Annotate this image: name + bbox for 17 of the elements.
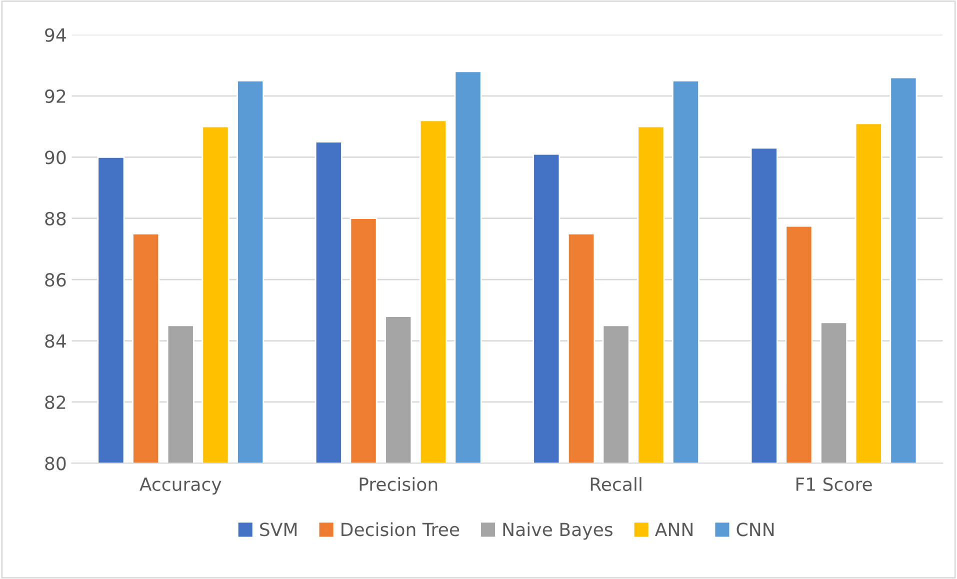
y-tick-label: 80 — [45, 456, 66, 470]
x-tick-label: Precision — [360, 477, 438, 492]
legend-label: CNN — [736, 522, 774, 536]
legend-label: SVM — [260, 522, 297, 536]
legend-label: Decision Tree — [342, 522, 460, 536]
legend-label: Naive Bayes — [503, 522, 612, 540]
y-tick-label: 88 — [45, 212, 66, 226]
x-tick-label: F1 Score — [796, 477, 872, 492]
legend-label: ANN — [655, 522, 692, 536]
x-tick-label: Accuracy — [140, 478, 222, 495]
y-tick-label: 90 — [45, 150, 66, 164]
y-tick-label: 94 — [45, 28, 66, 42]
y-tick-label: 86 — [45, 273, 66, 287]
y-tick-label: 84 — [45, 334, 66, 348]
y-tick-label: 82 — [45, 395, 66, 410]
x-tick-label: Recall — [590, 477, 642, 492]
y-tick-label: 92 — [45, 89, 66, 104]
